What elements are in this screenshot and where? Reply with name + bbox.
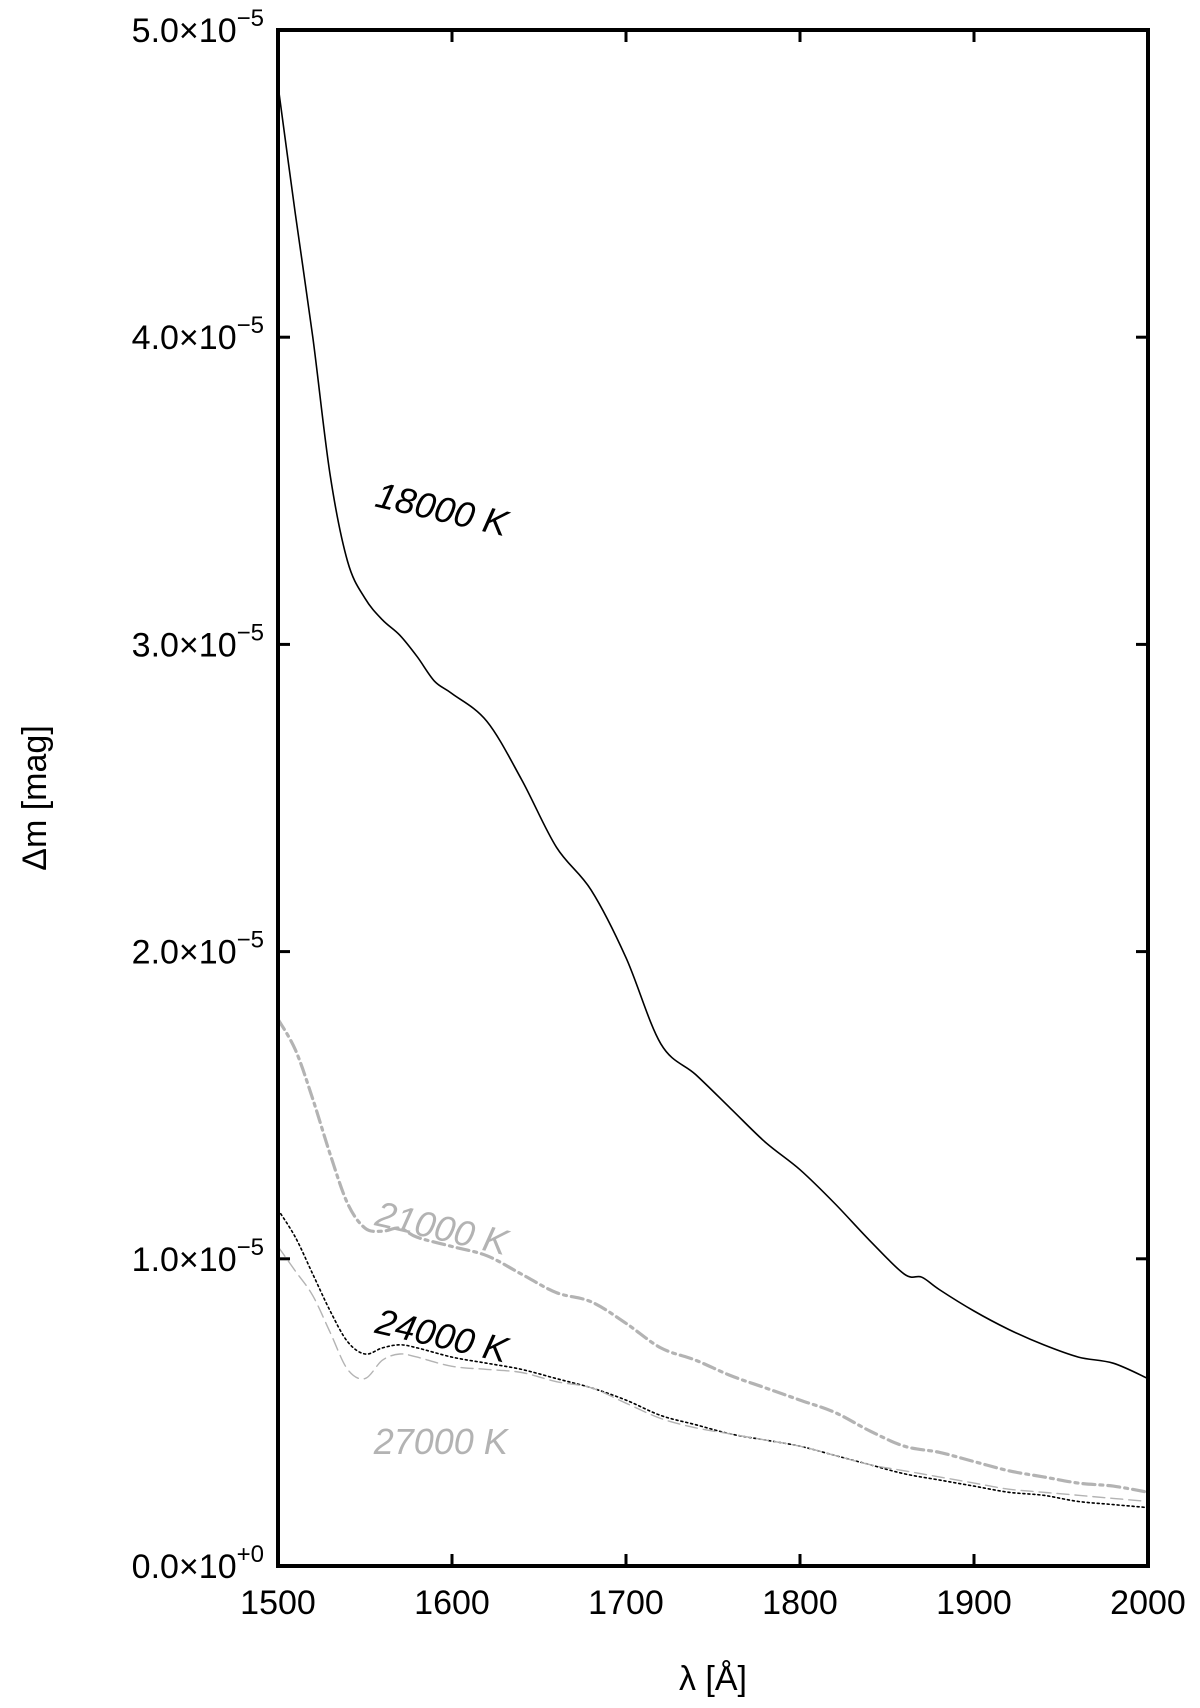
x-axis-label: λ [Å] [679, 1660, 747, 1698]
annotation-layer: 18000 K 21000 K 24000 K 27000 K [371, 474, 514, 1462]
series-line-21000-k [276, 1017, 1150, 1494]
y-tick-label: 0.0×10+0 [132, 1541, 264, 1586]
y-tick-mantissa: 3.0×10 [132, 626, 237, 664]
y-tick-label: 4.0×10−5 [132, 312, 264, 357]
y-tick-label: 5.0×10−5 [132, 5, 264, 50]
y-axis-label: Δm [mag] [16, 725, 54, 871]
y-tick-mantissa: 2.0×10 [132, 934, 237, 972]
curve-label: 21000 K [371, 1193, 514, 1264]
series-line-27000-k [277, 1245, 1149, 1503]
x-tick-label: 1500 [240, 1584, 316, 1622]
y-tick-exponent: −5 [237, 5, 264, 32]
y-tick-mantissa: 1.0×10 [132, 1241, 237, 1279]
series-line-18000-k [277, 84, 1149, 1380]
y-tick-mantissa: 5.0×10 [132, 12, 237, 50]
curve-label: 27000 K [373, 1421, 510, 1462]
y-tick-label: 3.0×10−5 [132, 619, 264, 664]
curve-label: 24000 K [371, 1300, 514, 1371]
x-tick-label: 1600 [414, 1584, 490, 1622]
plot-frame [276, 28, 1150, 1568]
x-tick-label: 1900 [936, 1584, 1012, 1622]
y-tick-mantissa: 4.0×10 [132, 319, 237, 357]
y-tick-exponent: −5 [237, 927, 264, 954]
y-tick-exponent: −5 [237, 619, 264, 646]
y-tick-mantissa: 0.0×10 [132, 1548, 237, 1586]
series-line-24000-k [277, 1208, 1149, 1509]
y-tick-label: 2.0×10−5 [132, 927, 264, 972]
curve-label: 18000 K [372, 474, 514, 545]
x-tick-label: 1800 [762, 1584, 838, 1622]
x-tick-label: 2000 [1110, 1584, 1186, 1622]
y-tick-exponent: −5 [237, 1234, 264, 1261]
series-layer [276, 84, 1150, 1509]
y-tick-exponent: −5 [237, 312, 264, 339]
y-tick-label: 1.0×10−5 [132, 1234, 264, 1279]
y-tick-exponent: +0 [237, 1541, 264, 1568]
tick-layer: 1500 1600 1700 1800 1900 20000.0×10+01.0×10−5… [132, 5, 1186, 1622]
x-tick-label: 1700 [588, 1584, 664, 1622]
